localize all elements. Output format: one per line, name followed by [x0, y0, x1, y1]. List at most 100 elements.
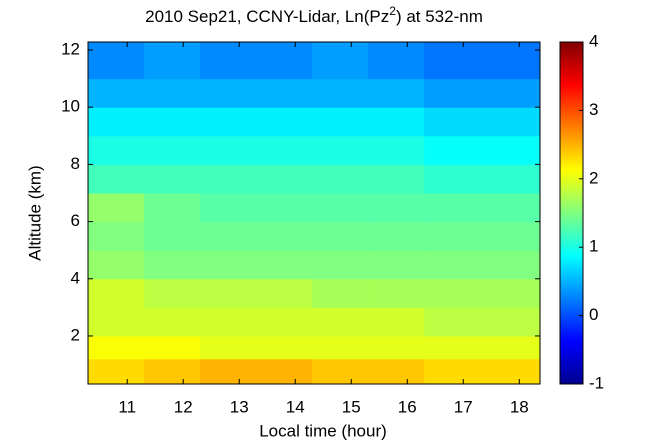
- x-tick-label: 12: [174, 397, 193, 416]
- heat-cell: [424, 164, 481, 194]
- heat-cell: [312, 307, 369, 337]
- heat-cell: [88, 192, 145, 223]
- heat-cell: [480, 221, 541, 251]
- colorbar-tick-label: 2: [589, 168, 598, 187]
- colorbar-tick-label: 4: [589, 31, 598, 50]
- heat-cell: [312, 107, 369, 137]
- heat-cell: [144, 192, 201, 223]
- heat-cell: [424, 335, 481, 360]
- heat-cell: [312, 164, 369, 194]
- heat-cell: [144, 164, 201, 194]
- heat-cell: [368, 250, 425, 280]
- chart-title: 2010 Sep21, CCNY-Lidar, Ln(Pz2) at 532-n…: [145, 4, 483, 26]
- heat-cell: [424, 358, 481, 385]
- heat-cell: [200, 107, 257, 137]
- heat-cell: [144, 42, 201, 80]
- heat-cell: [480, 164, 541, 194]
- heat-cell: [88, 107, 145, 137]
- plot-frame: [87, 41, 541, 385]
- title-main: 2010 Sep21, CCNY-Lidar, Ln(Pz: [145, 7, 389, 26]
- heat-cell: [368, 107, 425, 137]
- heat-cell: [88, 335, 145, 360]
- y-tick-label: 2: [71, 325, 80, 344]
- heat-cell: [480, 135, 541, 165]
- heat-cell: [312, 78, 369, 108]
- colorbar-tick-label: 3: [589, 100, 598, 119]
- heat-cell: [200, 164, 257, 194]
- heat-cell: [480, 250, 541, 280]
- x-tick-label: 14: [286, 397, 305, 416]
- heat-cell: [144, 107, 201, 137]
- heat-cell: [200, 221, 257, 251]
- y-tick-label: 10: [61, 97, 80, 116]
- heat-cell: [312, 278, 369, 308]
- heat-cell: [424, 278, 481, 308]
- heat-cell: [144, 335, 201, 360]
- heat-cell: [144, 78, 201, 108]
- heat-cell: [88, 164, 145, 194]
- heat-cell: [312, 42, 369, 80]
- heat-cell: [88, 307, 145, 337]
- heat-cell: [200, 335, 257, 360]
- x-tick-label: 18: [510, 397, 529, 416]
- heat-cell: [312, 358, 369, 385]
- heat-cell: [368, 42, 425, 80]
- y-tick-label: 4: [71, 268, 80, 287]
- heat-cell: [200, 192, 257, 223]
- colorbar-tick-label: -1: [589, 373, 604, 392]
- heat-cell: [144, 135, 201, 165]
- heat-cell: [256, 192, 313, 223]
- heat-cell: [256, 358, 313, 385]
- heat-cell: [424, 42, 481, 80]
- heat-cell: [88, 221, 145, 251]
- title-superscript: 2: [389, 4, 396, 18]
- heat-cell: [312, 135, 369, 165]
- heat-cell: [424, 135, 481, 165]
- heat-cell: [312, 192, 369, 223]
- heat-cell: [88, 278, 145, 308]
- y-axis-label: Altitude (km): [25, 165, 44, 260]
- title-end: ) at 532-nm: [396, 7, 483, 26]
- heat-cell: [480, 307, 541, 337]
- heat-cell: [88, 250, 145, 280]
- heat-cell: [256, 42, 313, 80]
- heat-cell: [256, 78, 313, 108]
- heat-cell: [256, 307, 313, 337]
- colorbar: [560, 42, 583, 384]
- heat-cell: [480, 78, 541, 108]
- heat-cell: [480, 335, 541, 360]
- colorbar-frame: [559, 41, 584, 385]
- heat-cell: [480, 192, 541, 223]
- heat-cell: [424, 307, 481, 337]
- heat-cell: [368, 192, 425, 223]
- heat-cell: [368, 164, 425, 194]
- y-tick-label: 8: [71, 154, 80, 173]
- heat-cell: [424, 192, 481, 223]
- heat-cell: [256, 278, 313, 308]
- heat-cell: [256, 107, 313, 137]
- x-tick-label: 17: [454, 397, 473, 416]
- heat-cell: [368, 335, 425, 360]
- colorbar-tick-label: 0: [589, 305, 598, 324]
- heat-cell: [368, 358, 425, 385]
- heat-cell: [200, 278, 257, 308]
- heat-cell: [88, 135, 145, 165]
- y-tick-label: 6: [71, 211, 80, 230]
- heat-cell: [256, 164, 313, 194]
- x-tick-label: 16: [398, 397, 417, 416]
- heat-cell: [368, 78, 425, 108]
- heat-cell: [256, 221, 313, 251]
- heat-cell: [144, 358, 201, 385]
- heat-cell: [256, 335, 313, 360]
- heat-cell: [480, 358, 541, 385]
- x-tick-label: 11: [118, 397, 136, 416]
- heat-cell: [200, 42, 257, 80]
- heat-cell: [88, 358, 145, 385]
- heat-cell: [200, 358, 257, 385]
- heat-cell: [256, 250, 313, 280]
- heat-cell: [368, 307, 425, 337]
- x-axis-label: Local time (hour): [259, 421, 387, 440]
- heat-cell: [424, 107, 481, 137]
- heat-cell: [256, 135, 313, 165]
- x-tick-label: 15: [342, 397, 361, 416]
